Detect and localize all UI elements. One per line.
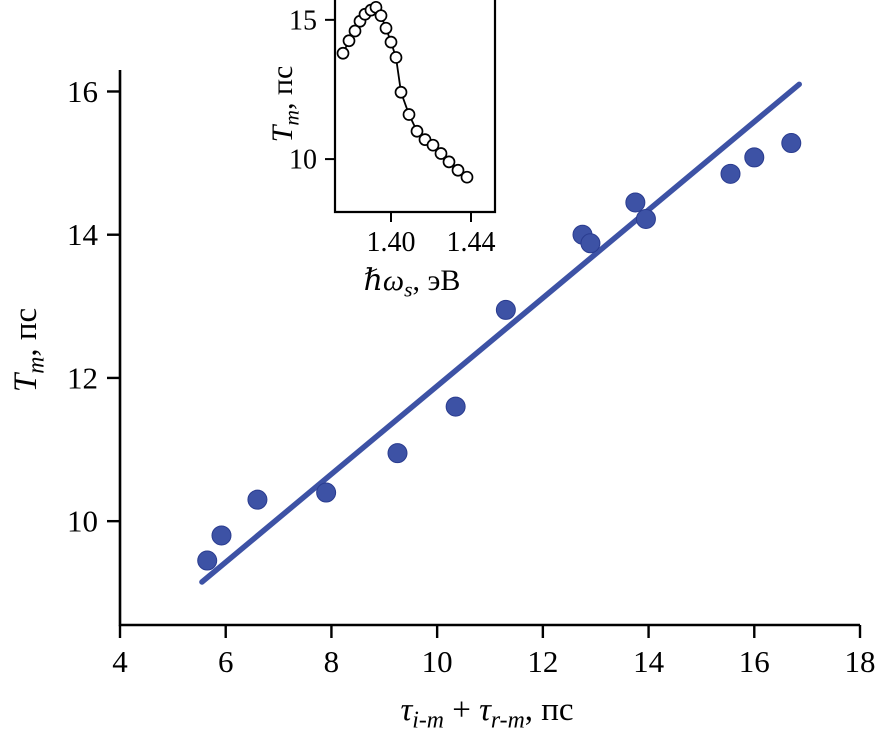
data-point	[720, 163, 741, 184]
data-point	[495, 299, 516, 320]
data-point	[442, 155, 456, 169]
x-tick-label: 10	[422, 644, 453, 679]
data-point	[394, 85, 408, 99]
x-tick-label: 6	[218, 644, 234, 679]
x-tick-label: 4	[112, 644, 128, 679]
y-tick-label: 12	[67, 360, 98, 395]
data-point	[580, 233, 601, 254]
data-point	[316, 482, 337, 503]
data-point	[374, 9, 388, 23]
data-point	[247, 489, 268, 510]
data-point	[384, 35, 398, 49]
data-point	[379, 21, 393, 35]
x-tick-label: 1.40	[367, 227, 416, 258]
data-point	[744, 147, 765, 168]
inset-ylabel: Tm, пс	[266, 66, 304, 143]
data-point	[211, 525, 232, 546]
x-tick-label: 16	[739, 644, 770, 679]
y-tick-label: 14	[67, 217, 99, 252]
x-tick-label: 1.44	[447, 227, 496, 258]
data-point	[445, 396, 466, 417]
data-point	[426, 138, 440, 152]
data-point	[336, 46, 350, 60]
y-tick-label: 16	[67, 74, 98, 109]
data-point	[348, 24, 362, 38]
data-point	[197, 550, 218, 571]
x-tick-label: 14	[633, 644, 665, 679]
main-ylabel: Tm, пс	[8, 308, 49, 392]
data-point	[342, 34, 356, 48]
inset-plot: 1.40 1.44 15 10 ℏωs, эВ Tm, пс	[266, 0, 497, 302]
data-point	[410, 124, 424, 138]
main-xlabel: τi-m + τr-m, пс	[400, 692, 573, 733]
data-point	[781, 133, 802, 154]
data-point	[451, 163, 465, 177]
x-tick-label: 8	[324, 644, 340, 679]
data-point	[625, 192, 646, 213]
x-tick-label: 18	[845, 644, 876, 679]
main-plot: 4 6 8 10 12 14 16 18 10 12 14 16 τi-m + τr-m, пс Tm, …	[8, 70, 876, 733]
y-tick-label: 10	[67, 504, 98, 539]
data-point	[389, 51, 403, 64]
y-tick-label: 10	[289, 145, 317, 176]
x-tick-label: 12	[527, 644, 558, 679]
data-point	[635, 208, 656, 229]
data-point	[402, 108, 416, 121]
data-point	[460, 170, 474, 184]
inset-xlabel: ℏωs, эВ	[364, 264, 461, 302]
inset-axes	[333, 0, 497, 214]
data-point	[434, 147, 448, 160]
y-tick-label: 15	[289, 5, 317, 36]
data-point	[387, 443, 408, 464]
fit-line	[199, 81, 802, 585]
